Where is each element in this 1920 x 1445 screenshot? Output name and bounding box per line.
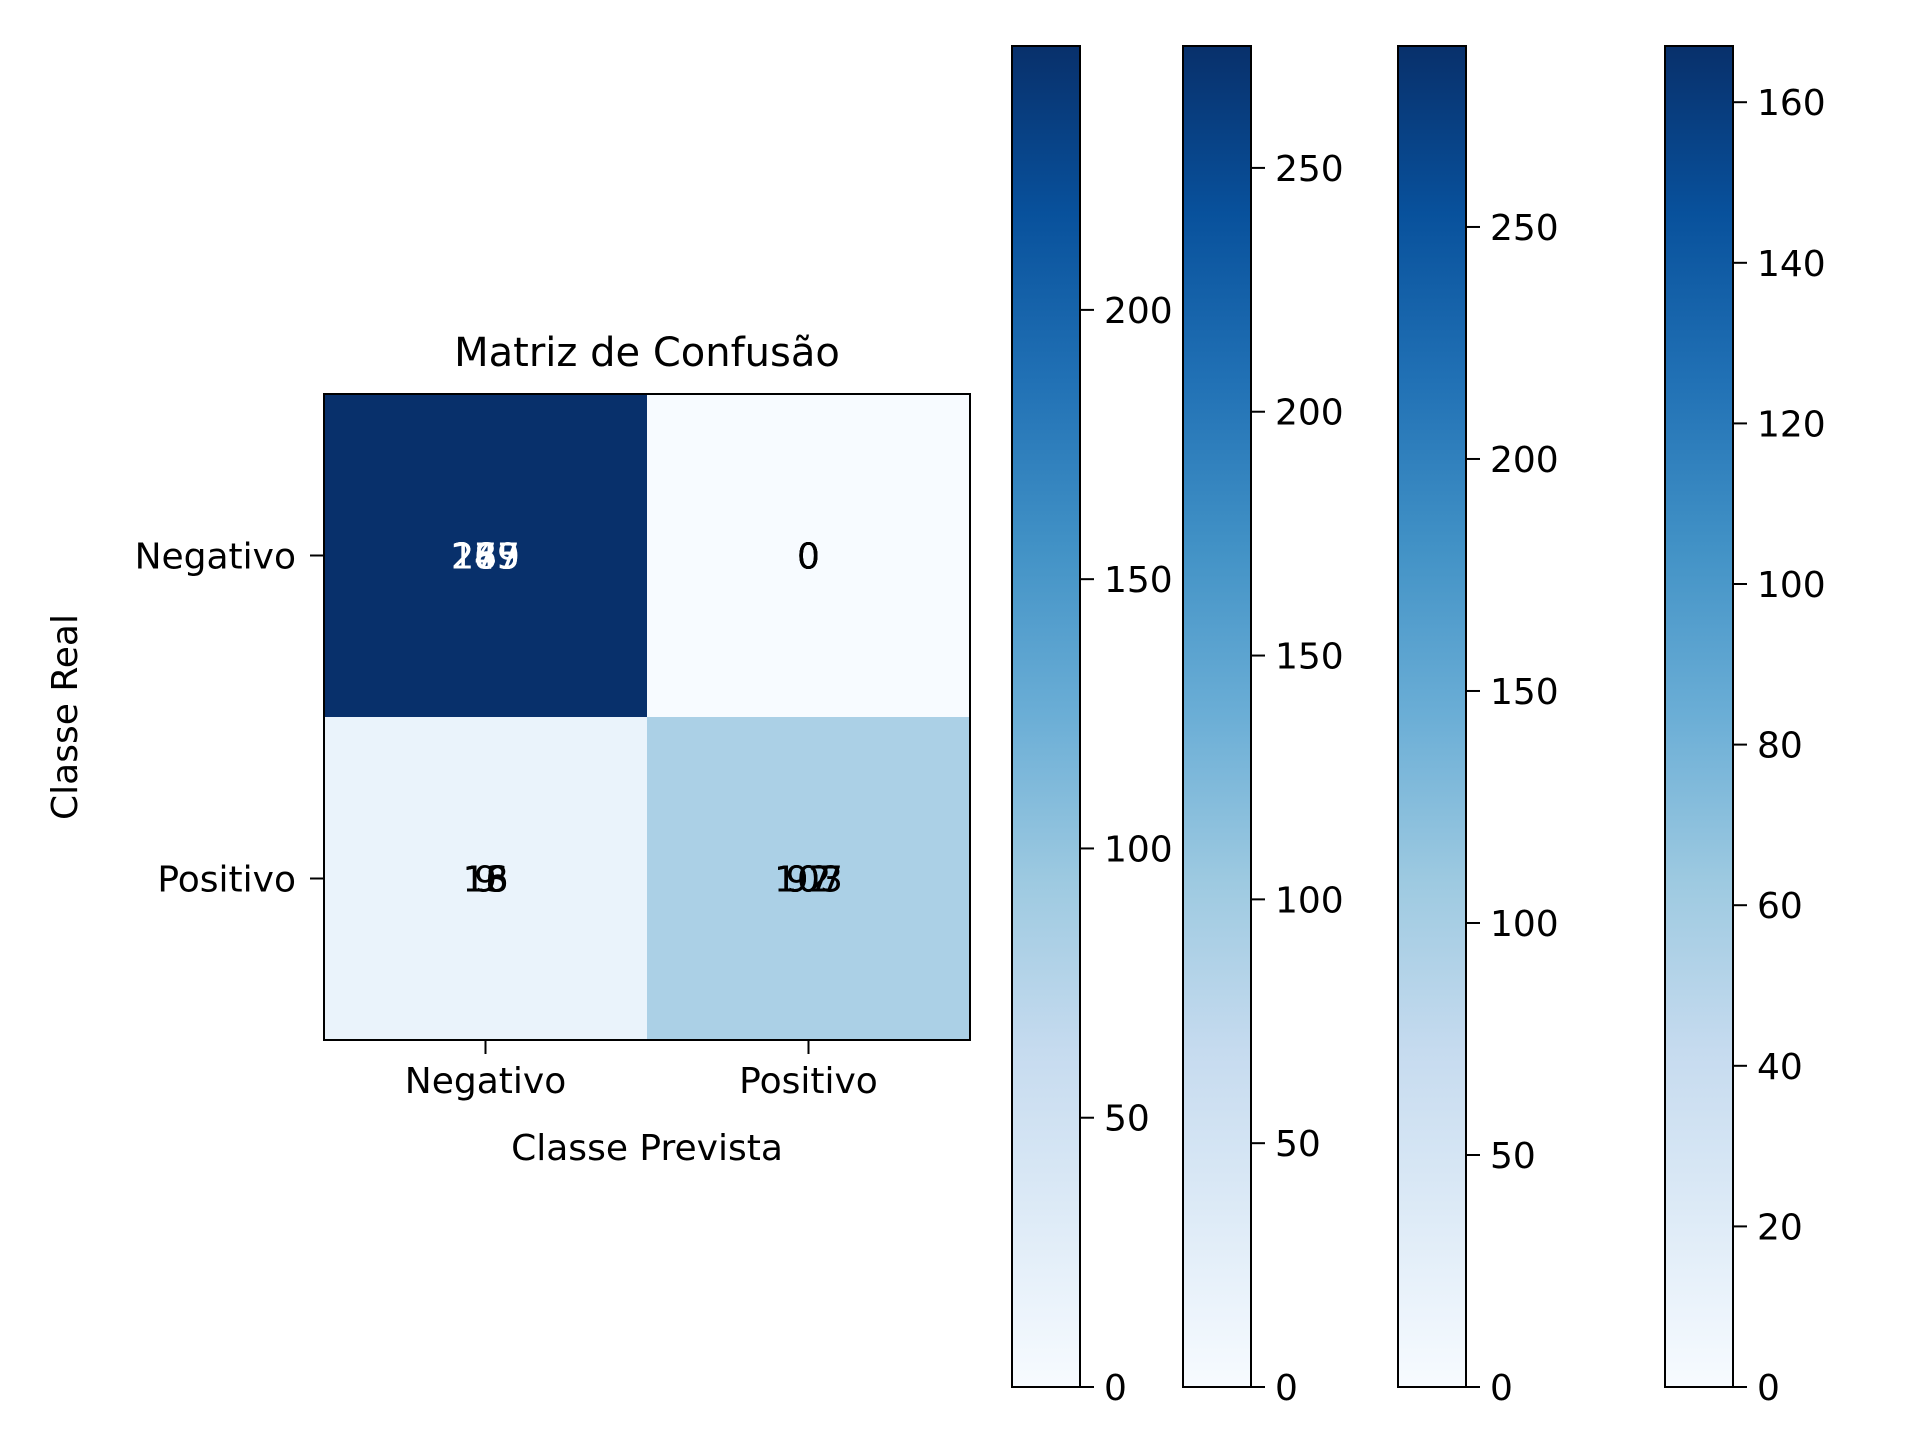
colorbar-0-tick-label-3: 150 xyxy=(1104,560,1173,601)
x-tick-label-1: Positivo xyxy=(739,1061,878,1102)
colorbar-2-tick-label-4: 200 xyxy=(1490,440,1559,481)
colorbar-2-tick-label-5: 250 xyxy=(1490,208,1559,249)
x-axis-label: Classe Prevista xyxy=(511,1128,783,1169)
colorbar-3-tick-label-2: 40 xyxy=(1757,1047,1803,1088)
cell-annotation-1-0-1: 16 xyxy=(463,860,509,901)
colorbar-3-tick-label-3: 60 xyxy=(1757,886,1803,927)
colorbar-3-tick-label-0: 0 xyxy=(1757,1368,1780,1409)
cell-annotation-0-1-0: 0 xyxy=(797,537,820,578)
colorbar-1: 0 50 100 150 200 250 xyxy=(1182,45,1344,1409)
colorbar-3-tick-label-5: 100 xyxy=(1757,565,1826,606)
y-tick-label-0: Negativo xyxy=(135,537,296,578)
colorbar-0-tick-label-2: 100 xyxy=(1104,829,1173,870)
cell-annotation-0-1-1: 0 xyxy=(797,537,820,578)
colorbars: 0501001502000501001502002500501001502002… xyxy=(1011,45,1826,1409)
colorbar-2-tick-label-0: 0 xyxy=(1490,1368,1513,1409)
colorbar-0-tick-label-1: 50 xyxy=(1104,1099,1150,1140)
cell-annotation-1-1-1: 92 xyxy=(786,860,832,901)
heatmap-cell-1-0 xyxy=(324,717,648,1041)
chart-title: Matriz de Confusão xyxy=(454,330,840,376)
colorbar-1-gradient xyxy=(1183,46,1251,1387)
colorbar-1-tick-label-3: 150 xyxy=(1275,637,1344,678)
colorbar-3: 0 20 40 60 80 100 120 140 160 xyxy=(1664,45,1826,1409)
colorbar-1-tick-label-5: 250 xyxy=(1275,149,1344,190)
colorbar-3-tick-label-8: 160 xyxy=(1757,83,1826,124)
colorbar-0-gradient xyxy=(1012,46,1080,1387)
colorbar-0-frame xyxy=(1011,45,1081,1388)
cell-annotation-1-0-3: 9 xyxy=(474,860,497,901)
colorbar-3-tick-label-7: 140 xyxy=(1757,244,1826,285)
cell-annotation-0-0-0: 285 xyxy=(451,537,520,578)
cell-annotation-0-0-3: 167 xyxy=(451,537,520,578)
cell-annotation-0-0-2: 249 xyxy=(451,537,520,578)
cell-annotation-1-0-0: 13 xyxy=(463,860,509,901)
colorbar-2-frame xyxy=(1397,45,1467,1388)
heatmap-cell-1-1 xyxy=(647,717,971,1041)
plot-frame xyxy=(323,393,971,1041)
colorbar-1-tick-label-2: 100 xyxy=(1275,880,1344,921)
cell-annotation-1-1-0: 107 xyxy=(774,860,843,901)
colorbar-2: 0 50 100 150 200 250 xyxy=(1397,45,1559,1409)
colorbar-0-tick-label-4: 200 xyxy=(1104,291,1173,332)
y-tick-label-1: Positivo xyxy=(157,860,296,901)
colorbar-1-tick-label-4: 200 xyxy=(1275,393,1344,434)
colorbar-3-tick-label-1: 20 xyxy=(1757,1207,1803,1248)
colorbar-2-tick-label-3: 150 xyxy=(1490,672,1559,713)
heatmap-cells xyxy=(324,394,971,1041)
colorbar-1-tick-label-0: 0 xyxy=(1275,1368,1298,1409)
x-tick-label-0: Negativo xyxy=(405,1061,566,1102)
colorbar-3-tick-label-4: 80 xyxy=(1757,726,1803,767)
heatmap-cell-0-0 xyxy=(324,394,648,718)
cell-annotation-1-1-2: 97 xyxy=(786,860,832,901)
heatmap-cell-0-1 xyxy=(647,394,971,718)
colorbar-3-frame xyxy=(1664,45,1734,1388)
colorbar-2-tick-label-2: 100 xyxy=(1490,904,1559,945)
colorbar-0: 0 50 100 150 200 xyxy=(1011,45,1173,1409)
axes: Negativo Positivo Negativo Positivo xyxy=(135,537,878,1103)
y-axis-label: Classe Real xyxy=(45,614,86,820)
colorbar-1-tick-label-1: 50 xyxy=(1275,1124,1321,1165)
colorbar-0-tick-label-0: 0 xyxy=(1104,1368,1127,1409)
colorbar-3-tick-label-6: 120 xyxy=(1757,404,1826,445)
colorbar-3-gradient xyxy=(1665,46,1733,1387)
cell-annotation-0-0-1: 275 xyxy=(451,537,520,578)
cell-annotation-0-1-3: 0 xyxy=(797,537,820,578)
cell-annotation-1-1-3: 103 xyxy=(774,860,843,901)
colorbar-1-frame xyxy=(1182,45,1252,1388)
colorbar-2-tick-label-1: 50 xyxy=(1490,1136,1536,1177)
colorbar-2-gradient xyxy=(1398,46,1466,1387)
cell-annotation-1-0-2: 18 xyxy=(463,860,509,901)
cell-annotation-0-1-2: 0 xyxy=(797,537,820,578)
